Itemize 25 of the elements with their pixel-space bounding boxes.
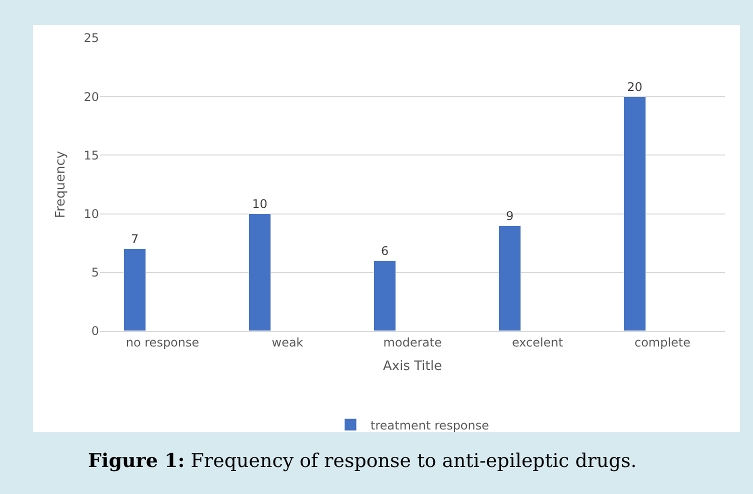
bar: [124, 248, 146, 331]
y-tick-label: 5: [91, 266, 99, 280]
y-axis-title: Frequency: [54, 150, 69, 218]
data-label: 10: [252, 196, 268, 211]
x-axis-title: Axis Title: [383, 359, 442, 374]
x-tick-label: weak: [272, 335, 304, 350]
y-tick-label: 20: [84, 90, 99, 104]
x-tick-label: no response: [126, 335, 200, 350]
data-label: 7: [130, 232, 139, 246]
x-tick-label: moderate: [383, 335, 442, 350]
bar: [374, 260, 396, 331]
bar: [498, 226, 521, 331]
caption: Figure 1: Frequency of response to anti-epileptic drugs.: [88, 450, 637, 472]
data-label: 6: [380, 244, 389, 258]
data-label: 9: [506, 208, 514, 223]
y-tick-label: 10: [84, 207, 99, 221]
x-tick-label: excelent: [512, 335, 564, 350]
bar: [624, 96, 646, 331]
legend-label: treatment response: [370, 418, 490, 432]
bar: [248, 214, 271, 331]
y-tick-label: 15: [84, 148, 99, 162]
y-tick-label: 25: [84, 31, 99, 46]
y-tick-label: 0: [91, 324, 99, 338]
data-label: 20: [627, 80, 642, 94]
x-tick-label: complete: [634, 335, 691, 350]
